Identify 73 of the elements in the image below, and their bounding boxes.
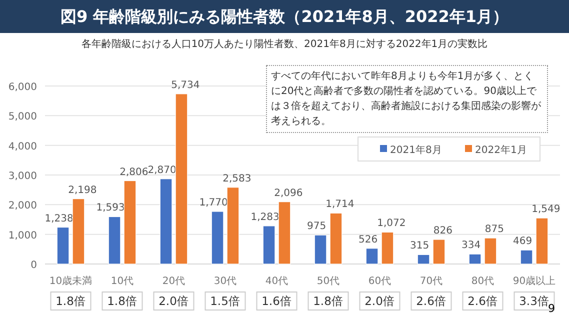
text: 2.6倍 <box>468 294 498 308</box>
data-label: 2,198 <box>68 184 97 196</box>
text: 1.5倍 <box>210 294 240 308</box>
data-label: 315 <box>410 240 430 252</box>
x-tick-label: 30代 <box>214 276 237 287</box>
data-label: 5,734 <box>171 80 200 91</box>
data-label: 2,096 <box>274 188 303 199</box>
x-tick-label: 20代 <box>162 276 186 287</box>
x-tick-label: 80代 <box>471 276 494 287</box>
data-label: 2,870 <box>148 164 176 176</box>
data-label: 826 <box>433 225 453 236</box>
data-label: 1,238 <box>44 213 74 224</box>
data-label: 1,283 <box>250 212 280 223</box>
data-label: 1,549 <box>532 204 560 216</box>
bar <box>484 238 497 264</box>
y-tick-label: 2,000 <box>8 200 37 212</box>
data-label: 469 <box>512 236 532 248</box>
annotation: すべての年代において昨年8月よりも今年1月が多く、とくに20代と高齢者で多数の陽性者を認めている。90歳以上では３倍を超えており、高齢者施設における集団感染の影響が考えられる。 <box>266 65 548 133</box>
text: 2.6倍 <box>416 294 446 308</box>
text: 1.8倍 <box>107 294 138 308</box>
bar <box>366 248 378 264</box>
bar <box>468 254 482 264</box>
bar <box>278 202 291 264</box>
data-label: 1,714 <box>326 199 354 210</box>
x-tick-label: 70代 <box>420 276 443 287</box>
chart-subtitle: 各年齢階級における人口10万人あたり陽性者数、2021年8月に対する2022年1月の実数比 <box>80 38 489 51</box>
x-tick-label: 10代 <box>110 276 134 287</box>
data-label: 975 <box>306 221 326 232</box>
y-tick-label: 3,000 <box>8 171 37 182</box>
text: 1.8倍 <box>56 294 86 308</box>
bar <box>417 254 430 264</box>
bar <box>211 211 224 264</box>
bar <box>160 178 172 264</box>
bar <box>72 198 85 264</box>
text: 3.3倍 <box>519 294 550 308</box>
text: 2.0倍 <box>158 294 189 308</box>
x-tick-label: 60代 <box>368 276 392 287</box>
bar <box>520 250 533 264</box>
x-tick-label: 50代 <box>316 276 340 287</box>
text: 9 <box>548 302 555 315</box>
data-label: 1,072 <box>377 218 406 230</box>
legend-label: 2021年8月 <box>390 144 442 156</box>
data-label: 2,583 <box>222 173 252 184</box>
bar <box>108 216 121 264</box>
bar <box>536 218 548 264</box>
y-tick-label: 0 <box>30 260 37 271</box>
text: 1.8倍 <box>313 294 344 308</box>
bar <box>124 180 136 264</box>
x-tick-label: 90歳以上 <box>512 275 556 287</box>
data-label: 526 <box>358 234 378 246</box>
x-tick-label: 40代 <box>265 276 288 287</box>
y-tick-label: 1,000 <box>8 230 37 242</box>
data-label: 1,770 <box>199 197 228 208</box>
legend-label: 2022年1月 <box>475 144 527 156</box>
bar <box>381 232 394 264</box>
bar <box>262 226 276 264</box>
bar <box>56 226 70 264</box>
data-label: 1,593 <box>96 202 125 214</box>
y-tick-label: 4,000 <box>8 141 37 152</box>
bar <box>226 187 240 264</box>
text: 1.6倍 <box>262 294 292 308</box>
y-tick-label: 6,000 <box>8 82 37 93</box>
x-tick-label: 10歳未満 <box>49 275 92 287</box>
data-label: 2,806 <box>120 166 148 178</box>
bar <box>432 239 446 264</box>
bar <box>330 212 342 264</box>
bar <box>175 94 188 264</box>
data-label: 334 <box>461 240 481 252</box>
text: 2.0倍 <box>364 294 395 308</box>
y-tick-label: 5,000 <box>8 112 37 123</box>
data-label: 875 <box>484 224 504 236</box>
bar <box>314 234 327 264</box>
chart-title: 図9 年齢階級別にみる陽性者数（2021年8月、2022年1月） <box>0 0 569 33</box>
